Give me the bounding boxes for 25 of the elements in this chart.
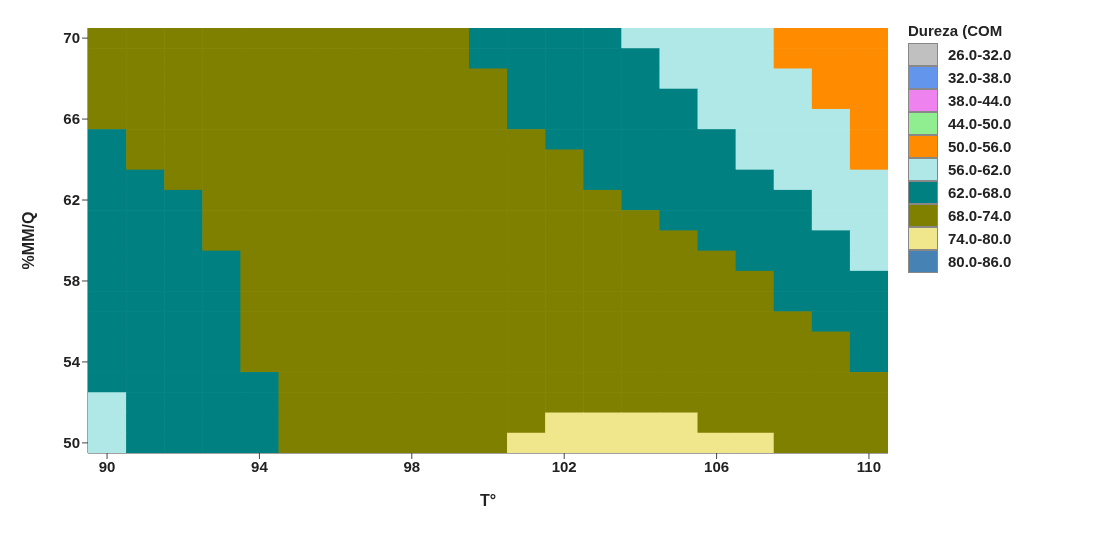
- x-tick-label: 94: [251, 457, 269, 475]
- y-tick-label: 58: [63, 272, 80, 290]
- legend-title: Dureza (COM: [908, 22, 1004, 39]
- y-tick-label: 70: [63, 29, 80, 47]
- y-tick-label: 62: [63, 191, 80, 209]
- x-tick-label: 98: [403, 457, 421, 475]
- color-bar-label: 80.0-86.0: [948, 252, 1012, 271]
- y-tick-label: 50: [63, 434, 80, 452]
- color-bar-label: 56.0-62.0: [948, 160, 1012, 179]
- x-axis-title: T°: [479, 492, 497, 509]
- color-bar-label: 62.0-68.0: [948, 183, 1012, 202]
- color-bar-label: 32.0-38.0: [948, 68, 1012, 87]
- x-tick-label: 90: [98, 457, 116, 475]
- color-bar-label: 26.0-32.0: [948, 45, 1012, 64]
- y-tick-label: 54: [63, 353, 81, 371]
- color-bar-label: 68.0-74.0: [948, 206, 1012, 225]
- y-axis-title: %MM/Q: [19, 211, 37, 270]
- color-bar-label: 50.0-56.0: [948, 137, 1012, 156]
- x-tick-label: 110: [856, 457, 882, 475]
- color-bar-label: 74.0-80.0: [948, 229, 1012, 248]
- y-tick-label: 66: [63, 110, 80, 128]
- color-bar-label: 38.0-44.0: [948, 91, 1012, 110]
- color-bar-label: 44.0-50.0: [948, 114, 1012, 133]
- x-tick-label: 102: [551, 457, 577, 475]
- x-tick-label: 106: [704, 457, 730, 475]
